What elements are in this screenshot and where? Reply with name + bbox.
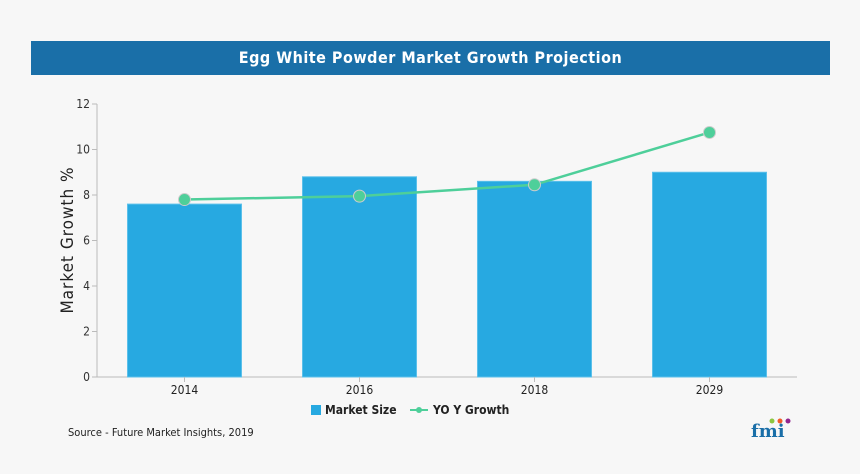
y-tick-label: 6 [83, 234, 90, 248]
y-tick-label: 10 [76, 143, 90, 157]
growth-point-2018 [528, 178, 541, 192]
bar-2029 [652, 171, 767, 378]
legend-label-growth: YO Y Growth [432, 403, 509, 417]
growth-point-2014 [178, 193, 191, 207]
y-tick-label: 0 [83, 370, 90, 384]
legend-marker-growth [416, 407, 422, 413]
bar-2016 [302, 176, 417, 378]
bar-2014 [127, 203, 242, 378]
y-axis-label: Market Growth % [58, 166, 78, 313]
x-tick-label: 2029 [696, 383, 724, 397]
x-tick-label: 2014 [171, 383, 199, 397]
legend-swatch-market-size [311, 405, 321, 415]
y-tick-label: 12 [76, 97, 90, 111]
source-note: Source - Future Market Insights, 2019 [68, 426, 254, 439]
x-tick-label: 2016 [346, 383, 374, 397]
legend-label-market-size: Market Size [325, 403, 397, 417]
y-tick-label: 8 [83, 188, 90, 202]
chart-title: Egg White Powder Market Growth Projectio… [31, 41, 830, 75]
fmi-logo: fmi [751, 418, 791, 442]
growth-point-2029 [703, 125, 716, 139]
svg-text:fmi: fmi [751, 421, 785, 442]
growth-line [184, 131, 710, 201]
y-tick-label: 2 [83, 325, 90, 339]
x-tick-label: 2018 [521, 383, 549, 397]
growth-point-2016 [353, 189, 366, 203]
y-tick-label: 4 [83, 279, 90, 293]
bar-2018 [477, 180, 592, 378]
